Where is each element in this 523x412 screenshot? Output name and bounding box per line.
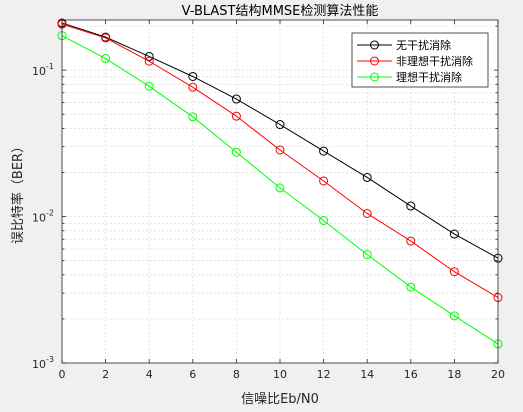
x-tick-label: 14 (360, 368, 374, 381)
data-point-s0 (406, 201, 416, 211)
data-point-s2 (319, 216, 329, 226)
data-point-s0 (449, 229, 459, 239)
data-point-s2 (144, 81, 154, 91)
data-point-s1 (144, 56, 154, 66)
data-point-s1 (319, 176, 329, 186)
legend-marker-nonideal-cancel (370, 56, 379, 66)
x-tick-label: 4 (146, 368, 153, 381)
legend-entry-ideal-cancel: 理想干扰消除 (357, 70, 462, 84)
data-point-s1 (406, 236, 416, 246)
y-axis-label: 误比特率（BER） (10, 140, 26, 244)
x-tick-label: 6 (189, 368, 196, 381)
data-point-s1 (101, 33, 111, 43)
data-point-s0 (231, 94, 241, 104)
legend-label-no-cancel: 无干扰消除 (396, 38, 451, 52)
data-point-s1 (362, 208, 372, 218)
series-line-2 (61, 35, 499, 345)
data-point-s0 (188, 71, 198, 81)
data-point-s2 (449, 311, 459, 321)
data-point-s1 (449, 267, 459, 277)
legend-box (351, 32, 489, 88)
x-tick-label: 12 (317, 368, 331, 381)
y-tick-label: 10-1 (32, 62, 54, 78)
data-point-s1 (275, 145, 285, 155)
y-tick-label: 10-3 (32, 355, 54, 371)
series-line-0 (61, 22, 499, 259)
tick-layer: 0 2 4 6 8 10 12 14 16 18 20 10-1 10-2 10-3 (32, 20, 505, 381)
data-point-s0 (362, 172, 372, 182)
grid (62, 20, 498, 363)
data-point-s2 (275, 183, 285, 193)
data-point-s1 (231, 111, 241, 121)
legend-marker-no-cancel (370, 40, 379, 50)
x-tick-label: 20 (491, 368, 505, 381)
x-tick-label: 16 (404, 368, 418, 381)
y-tick-label: 10-2 (32, 209, 54, 225)
series-line-1 (61, 23, 499, 298)
data-point-s2 (101, 54, 111, 64)
data-point-s0 (275, 120, 285, 130)
x-tick-label: 18 (447, 368, 461, 381)
data-point-s0 (319, 146, 329, 156)
x-tick-label: 10 (273, 368, 287, 381)
data-point-s2 (406, 282, 416, 292)
data-point-s1 (188, 82, 198, 92)
legend-entry-nonideal-cancel: 非理想干扰消除 (357, 54, 473, 68)
x-tick-label: 0 (59, 368, 66, 381)
x-tick-label: 8 (233, 368, 240, 381)
legend-label-ideal-cancel: 理想干扰消除 (396, 70, 462, 84)
data-point-s2 (231, 147, 241, 157)
legend-entry-no-cancel: 无干扰消除 (357, 38, 451, 52)
chart-title: V-BLAST结构MMSE检测算法性能 (182, 4, 379, 19)
legend: 无干扰消除 非理想干扰消除 理想干扰消除 (351, 32, 489, 88)
x-axis-label: 信噪比Eb/N0 (241, 392, 319, 407)
data-point-s2 (188, 112, 198, 122)
legend-label-nonideal-cancel: 非理想干扰消除 (396, 54, 473, 68)
x-tick-label: 2 (102, 368, 109, 381)
legend-marker-ideal-cancel (370, 72, 379, 82)
series-layer (57, 18, 503, 349)
data-point-s0 (144, 51, 154, 61)
data-point-s2 (362, 250, 372, 260)
